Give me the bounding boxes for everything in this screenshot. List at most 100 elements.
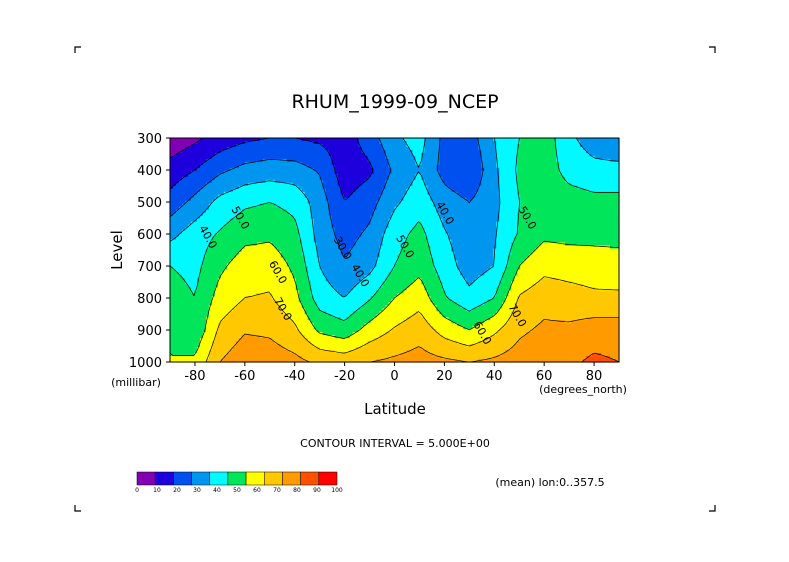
field-cell — [325, 143, 330, 148]
field-cell — [520, 215, 524, 220]
field-cell — [394, 185, 399, 190]
field-cell — [424, 149, 429, 154]
field-cell — [460, 218, 464, 223]
field-cell — [460, 203, 464, 208]
field-cell — [526, 194, 530, 199]
field-cell — [454, 173, 458, 178]
field-cell — [475, 209, 479, 214]
field-cell — [220, 212, 225, 217]
field-cell — [217, 224, 222, 229]
field-cell — [187, 179, 192, 184]
field-cell — [376, 182, 381, 187]
field-cell — [469, 194, 473, 199]
field-cell — [208, 197, 213, 202]
field-cell — [523, 233, 527, 238]
field-cell — [196, 218, 201, 223]
field-cell — [244, 176, 249, 181]
field-cell — [610, 143, 614, 148]
field-cell — [550, 138, 554, 142]
field-cell — [604, 209, 608, 214]
field-cell — [391, 218, 396, 223]
field-cell — [547, 206, 551, 211]
field-cell — [349, 176, 354, 181]
field-cell — [478, 143, 482, 148]
field-cell — [175, 185, 180, 190]
field-cell — [451, 170, 455, 175]
field-cell — [238, 170, 243, 175]
field-cell — [403, 152, 408, 157]
field-cell — [343, 138, 348, 142]
field-cell — [247, 206, 252, 211]
field-cell — [340, 176, 345, 181]
field-cell — [235, 215, 240, 220]
field-cell — [316, 197, 321, 202]
field-cell — [502, 182, 506, 187]
field-cell — [571, 221, 575, 226]
field-cell — [448, 233, 452, 238]
field-cell — [397, 167, 402, 172]
field-cell — [310, 161, 315, 166]
field-cell — [316, 173, 321, 178]
field-cell — [223, 149, 228, 154]
field-cell — [553, 227, 557, 232]
field-cell — [439, 191, 443, 196]
field-cell — [421, 138, 426, 142]
field-cell — [220, 164, 225, 169]
field-cell — [565, 212, 569, 217]
field-cell — [385, 185, 390, 190]
field-cell — [517, 188, 521, 193]
field-cell — [412, 140, 417, 145]
field-cell — [550, 185, 554, 190]
field-cell — [523, 155, 527, 160]
field-cell — [412, 143, 417, 148]
field-cell — [541, 212, 545, 217]
field-cell — [313, 182, 318, 187]
field-cell — [250, 227, 255, 232]
field-cell — [517, 218, 521, 223]
field-cell — [532, 143, 536, 148]
field-cell — [343, 221, 348, 226]
field-cell — [406, 212, 411, 217]
field-cell — [496, 158, 500, 163]
field-cell — [544, 230, 548, 235]
field-cell — [217, 140, 222, 145]
field-cell — [253, 164, 258, 169]
field-cell — [598, 218, 602, 223]
field-cell — [469, 155, 473, 160]
field-cell — [379, 161, 384, 166]
field-cell — [445, 155, 449, 160]
field-cell — [355, 221, 360, 226]
field-cell — [244, 233, 249, 238]
field-cell — [184, 194, 189, 199]
field-cell — [190, 203, 195, 208]
field-cell — [364, 158, 369, 163]
field-cell — [208, 146, 213, 151]
field-cell — [406, 138, 411, 142]
field-cell — [376, 203, 381, 208]
field-cell — [604, 230, 608, 235]
field-cell — [340, 191, 345, 196]
field-cell — [355, 218, 360, 223]
field-cell — [208, 218, 213, 223]
field-cell — [400, 155, 405, 160]
field-cell — [268, 143, 273, 148]
field-cell — [424, 224, 429, 229]
field-cell — [187, 236, 192, 241]
field-cell — [274, 209, 279, 214]
field-cell — [445, 218, 449, 223]
field-cell — [283, 176, 288, 181]
field-cell — [394, 197, 399, 202]
field-cell — [523, 191, 527, 196]
field-cell — [415, 224, 420, 229]
field-cell — [559, 155, 563, 160]
field-cell — [418, 140, 423, 145]
field-cell — [532, 233, 536, 238]
field-cell — [295, 206, 300, 211]
field-cell — [442, 167, 446, 172]
field-cell — [328, 233, 333, 238]
field-cell — [520, 200, 524, 205]
field-cell — [250, 179, 255, 184]
field-cell — [259, 215, 264, 220]
field-cell — [568, 146, 572, 151]
field-cell — [268, 138, 273, 142]
